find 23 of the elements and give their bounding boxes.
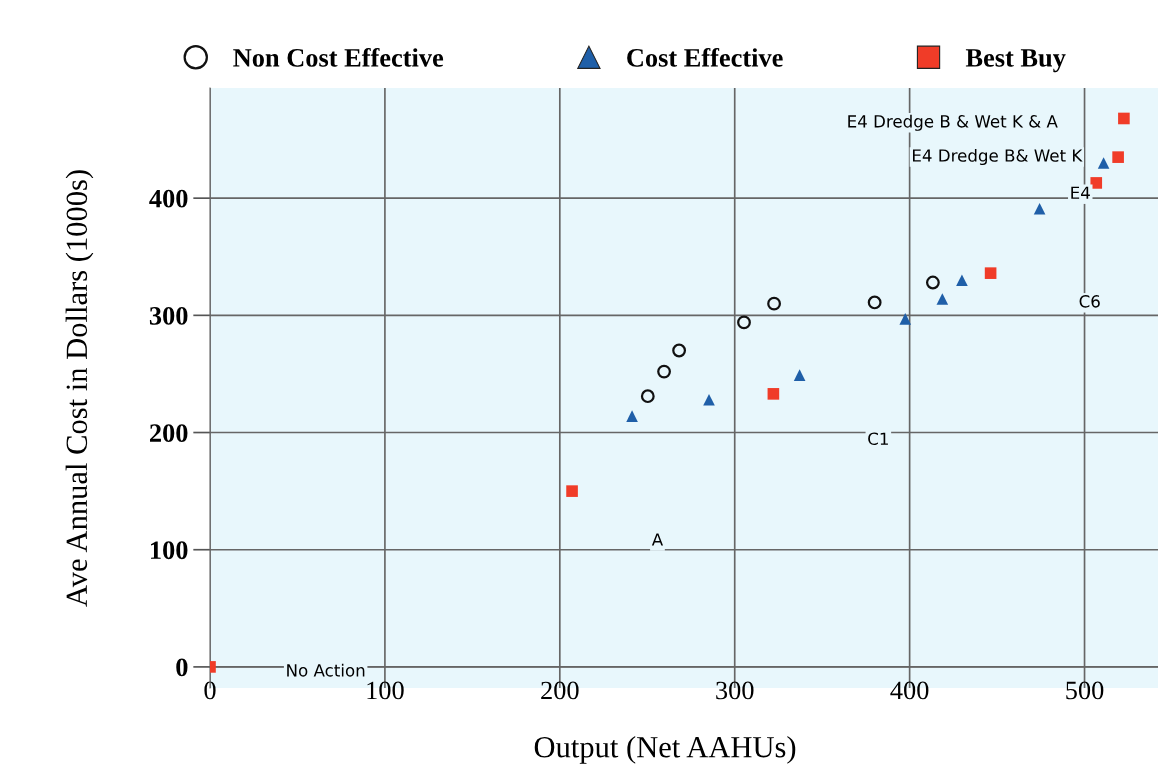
annotation: C1	[868, 432, 888, 446]
annotation: E4	[1071, 186, 1090, 199]
y-axis-title: Ave Annual Cost in Dollars (1000s)	[65, 170, 94, 607]
x-tick-label: 300	[716, 681, 754, 700]
annotation: E4 Dredge B& Wet K	[913, 148, 1083, 166]
y-tick-label: 200	[150, 424, 188, 442]
x-tick-label: 0	[204, 681, 216, 700]
y-tick-label: 0	[176, 658, 188, 677]
annotation: No Action	[287, 663, 365, 677]
annotation: A	[651, 533, 664, 546]
x-tick-label: 400	[890, 681, 929, 700]
legend-label: Non Cost Effective	[233, 47, 444, 67]
y-tick-label: 300	[149, 306, 188, 325]
x-tick-label: 100	[367, 681, 404, 700]
y-tick-label: 400	[149, 189, 188, 208]
annotation: E4 Dredge B & Wet K & A	[848, 114, 1058, 131]
x-axis-title: Output (Net AAHUs)	[534, 736, 796, 764]
annotation: C6	[1079, 295, 1100, 308]
x-tick-label: 500	[1066, 681, 1104, 700]
x-tick-label: 200	[541, 681, 579, 700]
y-tick-label: 100	[151, 541, 188, 560]
legend-label: Cost Effective	[627, 47, 783, 67]
legend-label: Best Buy	[965, 49, 1066, 73]
